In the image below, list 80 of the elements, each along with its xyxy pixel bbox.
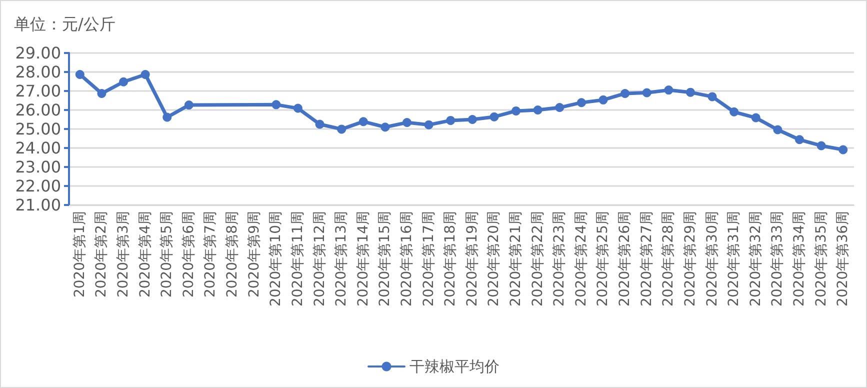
point	[358, 117, 368, 126]
x-tick-label: 2020年第21周	[508, 211, 524, 306]
point	[75, 70, 84, 79]
point	[664, 86, 674, 95]
y-tick-label: 29.00	[15, 44, 61, 62]
x-tick-label: 2020年第20周	[486, 211, 502, 306]
x-tick-label: 2020年第7周	[202, 211, 219, 298]
point	[446, 116, 456, 125]
point	[490, 112, 499, 122]
x-tick-label: 2020年第26周	[617, 211, 634, 306]
point	[97, 88, 106, 98]
point	[773, 125, 782, 134]
point	[686, 88, 695, 97]
x-tick-label: 2020年第29周	[682, 211, 698, 306]
y-axis-title: 单位：元/公斤	[14, 14, 116, 34]
point	[598, 95, 608, 104]
x-tick-label: 2020年第23周	[552, 211, 568, 306]
x-tick-label: 2020年第17周	[420, 211, 437, 306]
x-tick-label: 2020年第28周	[660, 211, 677, 306]
point	[620, 88, 630, 98]
x-tick-label: 2020年第9周	[246, 211, 262, 298]
point	[576, 98, 586, 108]
point	[751, 113, 760, 122]
point	[794, 135, 804, 144]
x-tick-label: 2020年第13周	[334, 211, 350, 306]
point	[533, 106, 542, 114]
x-tick-label: 2020年第32周	[748, 211, 764, 306]
x-tick-label: 2020年第3周	[116, 211, 132, 298]
point	[512, 106, 521, 116]
y-tick-label: 23.00	[15, 158, 61, 176]
point	[402, 118, 412, 128]
point	[140, 70, 150, 79]
point	[730, 107, 739, 116]
point	[468, 115, 477, 124]
y-tick-label: 25.00	[15, 120, 61, 138]
y-tick-label: 22.00	[15, 176, 61, 196]
legend-label: 干辣椒平均价	[410, 358, 500, 376]
x-tick-label: 2020年第10周	[268, 211, 284, 306]
point	[424, 120, 434, 130]
x-tick-label: 2020年第12周	[312, 211, 328, 306]
x-tick-label: 2020年第27周	[638, 211, 655, 306]
x-tick-label: 2020年第18周	[442, 211, 459, 306]
point	[708, 92, 717, 102]
point	[337, 124, 346, 134]
y-tick-label: 24.00	[15, 138, 61, 158]
point	[380, 122, 390, 132]
x-tick-label: 2020年第24周	[573, 211, 590, 306]
x-tick-label: 2020年第6周	[180, 211, 197, 298]
y-tick-label: 27.00	[15, 82, 61, 100]
point	[838, 145, 848, 154]
point	[293, 104, 302, 113]
point	[315, 120, 324, 129]
x-tick-label: 2020年第33周	[770, 211, 786, 306]
x-tick-label: 2020年第16周	[398, 211, 415, 306]
point	[816, 141, 826, 150]
point	[162, 112, 172, 122]
x-tick-label: 2020年第36周	[835, 211, 852, 306]
x-tick-label: 2020年第1周	[72, 211, 88, 298]
x-tick-label: 2020年第8周	[224, 211, 241, 298]
y-tick-label: 28.00	[15, 62, 61, 82]
point	[119, 77, 128, 86]
y-tick-label: 21.00	[15, 196, 61, 214]
x-tick-label: 2020年第4周	[137, 211, 154, 298]
x-tick-label: 2020年第30周	[704, 211, 720, 306]
x-tick-label: 2020年第11周	[290, 211, 306, 306]
x-tick-label: 2020年第31周	[726, 211, 742, 306]
x-tick-label: 2020年第5周	[159, 211, 176, 298]
x-tick-label: 2020年第15周	[377, 211, 394, 306]
point	[184, 100, 194, 110]
point	[555, 103, 564, 112]
x-tick-label: 2020年第25周	[595, 211, 612, 306]
x-tick-label: 2020年第14周	[355, 211, 372, 306]
x-tick-label: 2020年第34周	[791, 211, 808, 306]
y-tick-label: 26.00	[15, 100, 61, 120]
point	[642, 88, 652, 98]
x-tick-label: 2020年第19周	[464, 211, 480, 306]
point	[272, 100, 281, 110]
x-tick-label: 2020年第35周	[813, 211, 830, 306]
x-tick-label: 2020年第22周	[530, 211, 546, 306]
x-tick-label: 2020年第2周	[94, 211, 110, 298]
